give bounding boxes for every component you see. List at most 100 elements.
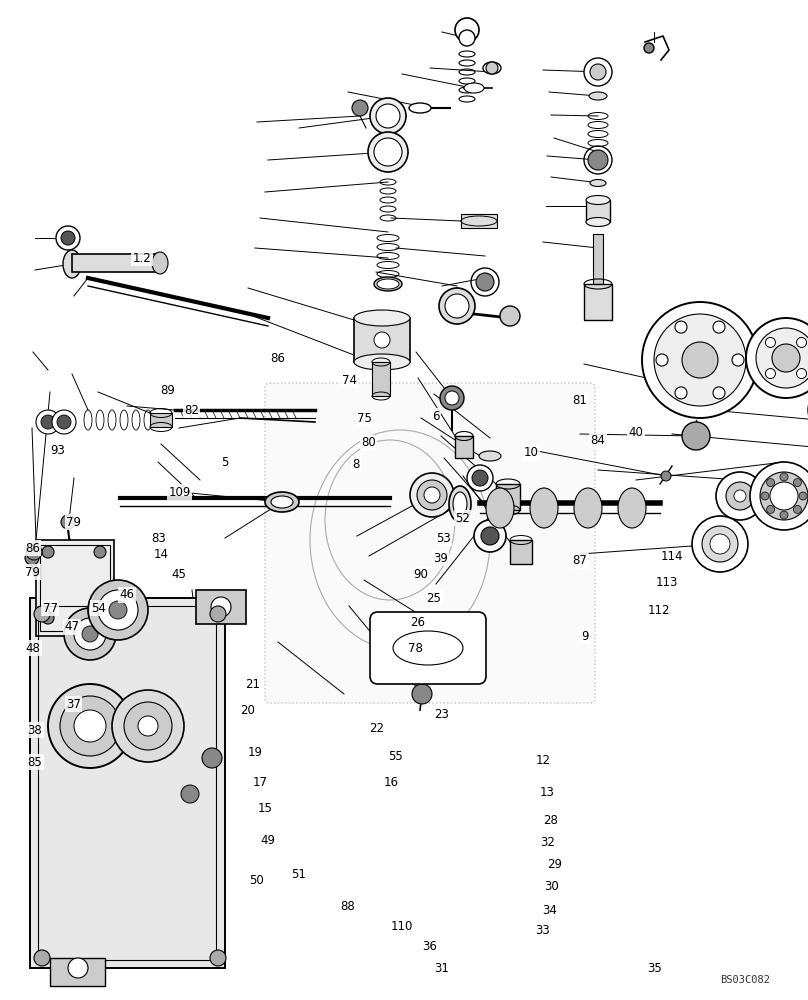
Text: 33: 33	[536, 924, 550, 936]
Text: 84: 84	[591, 434, 605, 448]
Circle shape	[74, 618, 106, 650]
Circle shape	[780, 473, 788, 481]
Ellipse shape	[574, 488, 602, 528]
Bar	[461, 214, 497, 228]
Circle shape	[445, 391, 459, 405]
Text: 86: 86	[271, 352, 285, 364]
Text: 110: 110	[390, 920, 413, 932]
Circle shape	[732, 354, 744, 366]
Ellipse shape	[586, 196, 610, 205]
Circle shape	[440, 386, 464, 410]
Circle shape	[210, 606, 226, 622]
Ellipse shape	[63, 250, 81, 278]
Circle shape	[675, 387, 687, 399]
Text: 35: 35	[647, 962, 662, 974]
Circle shape	[455, 18, 479, 42]
Ellipse shape	[586, 218, 610, 227]
Circle shape	[486, 62, 498, 74]
Circle shape	[654, 314, 746, 406]
Text: 54: 54	[91, 601, 106, 614]
Bar	[510, 540, 532, 564]
Circle shape	[439, 288, 475, 324]
Circle shape	[376, 104, 400, 128]
Text: 113: 113	[655, 576, 678, 589]
Text: 87: 87	[573, 554, 587, 568]
Circle shape	[713, 387, 725, 399]
Circle shape	[202, 748, 222, 768]
Text: 75: 75	[357, 412, 372, 426]
Text: 28: 28	[544, 814, 558, 826]
Circle shape	[642, 302, 758, 418]
Circle shape	[656, 354, 668, 366]
Circle shape	[138, 716, 158, 736]
Circle shape	[765, 369, 776, 379]
Bar	[584, 284, 612, 320]
Circle shape	[94, 612, 106, 624]
Circle shape	[109, 601, 127, 619]
FancyBboxPatch shape	[265, 383, 595, 703]
Bar	[586, 200, 610, 222]
Ellipse shape	[271, 496, 293, 508]
Text: 21: 21	[246, 678, 260, 690]
Circle shape	[761, 492, 769, 500]
Circle shape	[374, 138, 402, 166]
Text: 32: 32	[541, 836, 555, 850]
Ellipse shape	[530, 488, 558, 528]
Circle shape	[98, 590, 138, 630]
Ellipse shape	[618, 488, 646, 528]
Text: 49: 49	[261, 834, 276, 846]
Bar	[30, 598, 225, 968]
Text: 85: 85	[27, 756, 42, 768]
Circle shape	[112, 690, 184, 762]
Circle shape	[88, 580, 148, 640]
Text: 34: 34	[542, 904, 557, 916]
Text: 86: 86	[25, 542, 40, 554]
Bar	[354, 318, 410, 362]
Circle shape	[726, 482, 754, 510]
Ellipse shape	[377, 279, 399, 289]
Circle shape	[692, 516, 748, 572]
Text: 1.2: 1.2	[133, 251, 152, 264]
Text: 50: 50	[250, 874, 264, 886]
Text: 23: 23	[435, 708, 449, 720]
Circle shape	[472, 470, 488, 486]
Circle shape	[68, 958, 88, 978]
Bar	[593, 234, 603, 284]
Circle shape	[588, 150, 608, 170]
Ellipse shape	[354, 354, 410, 370]
Circle shape	[793, 479, 802, 487]
Circle shape	[682, 342, 718, 378]
Circle shape	[124, 702, 172, 750]
Circle shape	[765, 337, 776, 347]
Text: 12: 12	[536, 754, 550, 766]
Circle shape	[793, 505, 802, 513]
Circle shape	[42, 546, 54, 558]
Text: 51: 51	[292, 867, 306, 880]
Circle shape	[799, 492, 807, 500]
Circle shape	[734, 490, 746, 502]
Circle shape	[767, 479, 775, 487]
Circle shape	[412, 684, 432, 704]
Ellipse shape	[464, 83, 484, 93]
Text: 19: 19	[248, 746, 263, 760]
Text: 93: 93	[51, 444, 65, 456]
Circle shape	[467, 465, 493, 491]
Text: 39: 39	[433, 552, 448, 564]
Text: 48: 48	[26, 642, 40, 654]
Circle shape	[476, 273, 494, 291]
Text: 26: 26	[410, 615, 425, 629]
Ellipse shape	[374, 277, 402, 291]
Text: 78: 78	[408, 642, 423, 654]
Text: 31: 31	[435, 962, 449, 974]
Text: 8: 8	[352, 458, 360, 471]
Ellipse shape	[152, 252, 168, 274]
Circle shape	[370, 98, 406, 134]
Circle shape	[750, 462, 808, 530]
Text: 5: 5	[221, 456, 229, 468]
Bar	[38, 606, 216, 960]
Bar	[40, 545, 110, 631]
Text: 79: 79	[66, 516, 81, 528]
Circle shape	[25, 551, 39, 565]
Bar	[72, 254, 160, 272]
Circle shape	[474, 520, 506, 552]
